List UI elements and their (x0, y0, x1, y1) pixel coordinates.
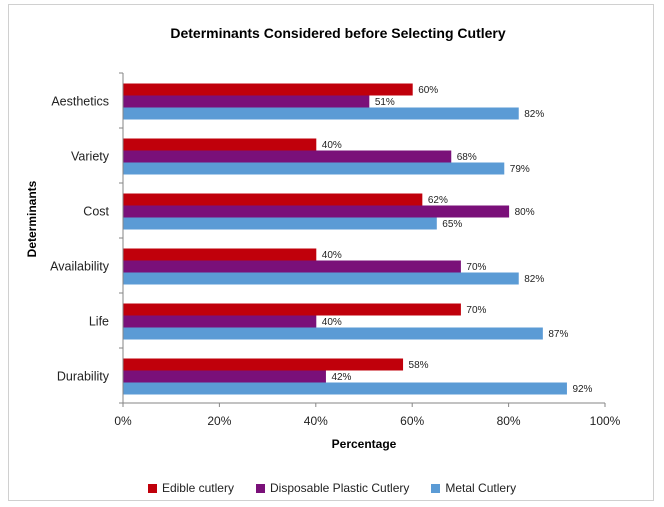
bar (123, 83, 413, 96)
category-label: Life (89, 315, 109, 329)
category-label: Durability (57, 370, 110, 384)
data-label: 40% (322, 140, 342, 151)
data-label: 65% (442, 219, 462, 230)
x-tick-label: 40% (304, 414, 328, 428)
data-label: 92% (572, 384, 592, 395)
bar (123, 272, 519, 285)
bar (123, 205, 510, 218)
bar (123, 95, 370, 108)
x-tick-label: 60% (400, 414, 424, 428)
bar (123, 162, 505, 175)
data-label: 70% (466, 262, 486, 273)
bar (123, 107, 519, 120)
bar (123, 138, 317, 151)
data-label: 82% (524, 274, 544, 285)
bar (123, 150, 452, 163)
category-label: Availability (50, 260, 110, 274)
x-tick-label: 100% (590, 414, 621, 428)
data-label: 87% (548, 329, 568, 340)
chart-title: Determinants Considered before Selecting… (170, 25, 506, 41)
category-label: Variety (71, 150, 110, 164)
legend-swatch (147, 483, 157, 493)
data-label: 62% (428, 195, 448, 206)
plot-area: 0% 20% 40% 60% 80% 100% Aesthetics 60% 51% 82% Var… (50, 72, 621, 428)
bar (123, 193, 423, 206)
bar (123, 315, 317, 328)
bar (123, 217, 437, 230)
x-tick-label: 0% (114, 414, 132, 428)
legend-label: Edible cutlery (161, 481, 234, 495)
bar (123, 327, 543, 340)
data-label: 42% (331, 372, 351, 383)
category-label: Aesthetics (51, 95, 109, 109)
bar (123, 370, 326, 383)
x-tick-label: 80% (497, 414, 521, 428)
legend-item: Edible cutlery (147, 481, 234, 495)
x-axis-title: Percentage (332, 437, 397, 451)
bar (123, 382, 567, 395)
legend-item: Metal Cutlery (431, 481, 516, 495)
legend-swatch (255, 483, 265, 493)
legend-label: Metal Cutlery (445, 481, 517, 495)
bar (123, 260, 461, 273)
bar (123, 303, 461, 316)
legend-swatch (431, 483, 441, 493)
data-label: 58% (409, 360, 429, 371)
y-axis-title: Determinants (25, 180, 39, 257)
data-label: 82% (524, 109, 544, 120)
data-label: 51% (375, 97, 395, 108)
data-label: 40% (322, 317, 342, 328)
bar (123, 358, 404, 371)
data-label: 79% (510, 164, 530, 175)
x-tick-label: 20% (207, 414, 231, 428)
data-label: 80% (515, 207, 535, 218)
data-label: 70% (466, 305, 486, 316)
bar (123, 248, 317, 261)
legend: Edible cutlery Disposable Plastic Cutlery… (0, 481, 664, 495)
data-label: 68% (457, 152, 477, 163)
legend-label: Disposable Plastic Cutlery (269, 481, 410, 495)
data-label: 40% (322, 250, 342, 261)
legend-item: Disposable Plastic Cutlery (255, 481, 410, 495)
data-label: 60% (418, 85, 438, 96)
category-label: Cost (83, 205, 109, 219)
